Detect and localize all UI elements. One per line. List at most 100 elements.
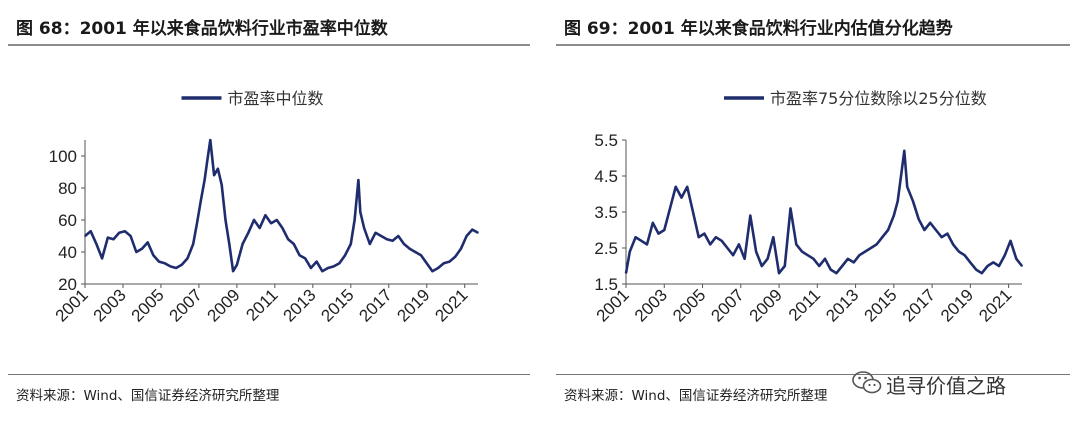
y-tick-label: 60	[58, 211, 77, 230]
data-point	[896, 200, 899, 202]
data-point	[163, 262, 166, 264]
x-tick-label: 2019	[937, 285, 977, 325]
data-point	[241, 243, 244, 245]
data-point	[253, 219, 255, 221]
data-point	[403, 243, 405, 245]
data-point	[903, 150, 906, 152]
data-point	[224, 219, 227, 221]
data-point	[935, 229, 937, 231]
x-tick-label: 2011	[242, 285, 281, 324]
data-point	[1003, 254, 1006, 256]
y-tick-label: 100	[49, 147, 77, 166]
data-point	[875, 243, 878, 246]
x-tick-label: 2013	[822, 285, 862, 325]
data-point	[386, 238, 388, 240]
data-point	[359, 211, 362, 213]
data-point	[906, 186, 909, 188]
y-tick-label: 1.5	[594, 275, 618, 294]
left-line-chart: 市盈率中位数2040608010020012003200520072009201…	[49, 89, 479, 326]
data-point	[917, 218, 920, 220]
y-tick-label: 80	[58, 179, 77, 198]
data-point	[89, 230, 92, 232]
data-point	[738, 243, 740, 246]
data-point	[634, 236, 637, 238]
legend-label: 市盈率中位数	[228, 89, 324, 108]
x-tick-label: 2009	[204, 285, 244, 325]
data-point	[958, 250, 960, 253]
data-point	[812, 258, 815, 260]
data-point	[443, 262, 445, 264]
legend: 市盈率中位数	[181, 89, 324, 108]
left-chart-title: 图 68：2001 年以来食品饮料行业市盈率中位数	[16, 19, 388, 39]
x-tick-label: 2005	[669, 285, 709, 325]
data-point	[749, 214, 752, 217]
data-point	[293, 243, 295, 245]
data-point	[287, 238, 289, 240]
data-point	[397, 235, 400, 237]
data-point	[1009, 240, 1012, 242]
data-point	[900, 171, 903, 174]
data-point	[460, 248, 462, 250]
data-point	[169, 265, 172, 268]
data-point	[1021, 265, 1023, 267]
data-point	[709, 243, 711, 246]
data-point	[824, 258, 826, 260]
data-point	[969, 261, 972, 264]
right-chart-panel: 图 69：2001 年以来食品饮料行业内估值分化趋势 市盈率75分位数除以25分…	[548, 0, 1080, 432]
x-tick-label: 2007	[166, 285, 206, 325]
data-point	[801, 250, 803, 253]
data-point	[152, 254, 155, 256]
data-point	[408, 248, 411, 250]
data-point	[186, 257, 189, 260]
x-tick-label: 2003	[631, 285, 671, 325]
data-point	[772, 236, 775, 238]
data-point	[465, 235, 468, 237]
data-point	[338, 262, 341, 264]
x-tick-label: 2013	[279, 285, 319, 325]
data-point	[946, 232, 949, 235]
x-tick-label: 2015	[860, 285, 900, 325]
data-point	[929, 222, 931, 224]
data-point	[686, 186, 689, 188]
data-point	[247, 232, 250, 234]
y-tick-label: 20	[58, 275, 77, 294]
data-point	[703, 232, 706, 235]
left-source-note: 资料来源：Wind、国信证券经济研究所整理	[16, 388, 280, 404]
data-point	[213, 174, 215, 176]
data-point	[206, 158, 209, 160]
data-point	[310, 267, 312, 269]
data-point	[124, 230, 126, 232]
data-point	[448, 260, 451, 263]
data-point	[835, 272, 838, 274]
data-point	[893, 214, 895, 217]
data-point	[732, 254, 734, 256]
watermark: 追寻价值之路	[852, 366, 1072, 402]
data-point	[220, 184, 223, 186]
data-point	[181, 264, 183, 266]
right-chart-title: 图 69：2001 年以来食品饮料行业内估值分化趋势	[564, 19, 953, 39]
data-point	[236, 264, 238, 266]
data-point	[101, 257, 103, 260]
data-point	[663, 229, 666, 231]
data-point	[852, 261, 855, 264]
x-tick-label: 2007	[707, 285, 747, 325]
data-point	[646, 243, 648, 246]
y-tick-label: 40	[58, 243, 77, 262]
data-point	[795, 243, 798, 246]
data-point	[829, 268, 832, 271]
data-point	[778, 272, 780, 274]
data-point	[357, 179, 360, 181]
y-tick-label: 2.5	[594, 239, 618, 258]
data-point	[95, 243, 98, 245]
data-point	[146, 241, 149, 244]
data-point	[281, 227, 284, 229]
data-point	[200, 200, 202, 202]
data-point	[327, 267, 329, 269]
data-point	[258, 227, 261, 229]
watermark-text: 追寻价值之路	[886, 374, 1006, 398]
data-point	[870, 247, 872, 249]
data-point	[196, 222, 198, 224]
data-point	[940, 236, 943, 238]
data-point	[640, 240, 643, 242]
data-point	[766, 258, 769, 260]
